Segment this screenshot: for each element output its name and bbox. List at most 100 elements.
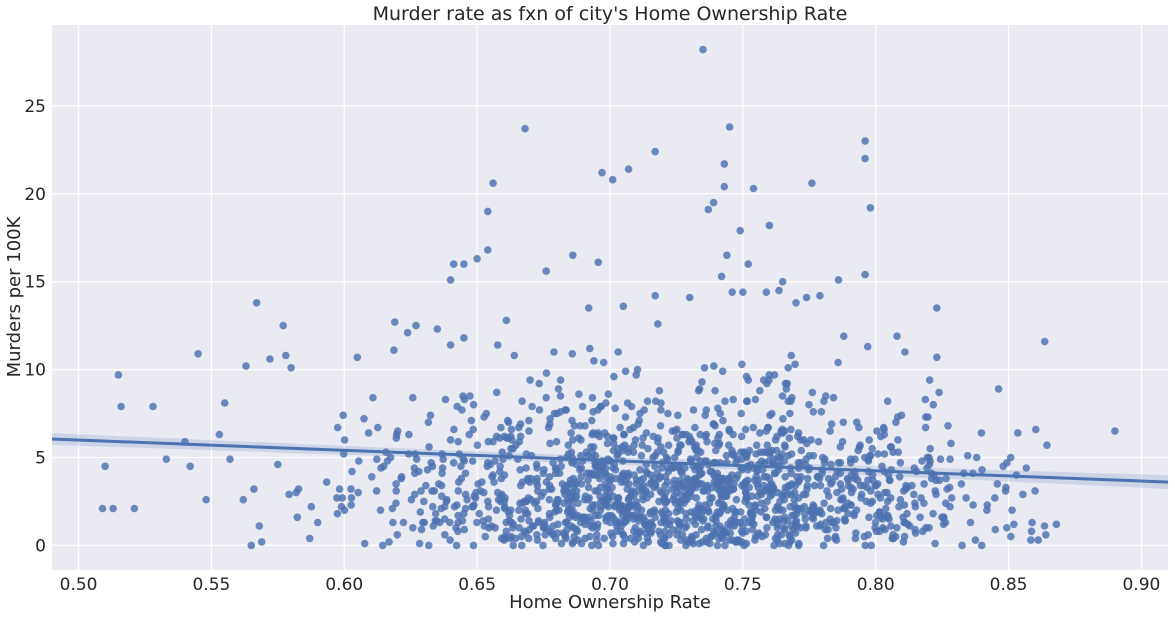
data-point xyxy=(786,481,795,490)
data-point xyxy=(720,182,729,191)
data-point xyxy=(1010,520,1018,529)
data-point xyxy=(575,390,583,399)
data-point xyxy=(780,517,788,525)
data-point xyxy=(539,541,547,550)
data-point xyxy=(756,429,764,437)
data-point xyxy=(860,532,869,541)
data-point xyxy=(787,490,796,499)
data-point xyxy=(528,402,536,411)
data-point xyxy=(720,160,729,168)
data-point xyxy=(446,341,455,349)
data-point xyxy=(202,495,210,504)
data-point xyxy=(98,504,107,513)
data-point xyxy=(717,272,726,281)
data-point xyxy=(339,411,348,420)
data-point xyxy=(929,509,937,518)
data-point xyxy=(581,520,589,529)
data-point xyxy=(697,509,706,518)
data-point xyxy=(745,501,753,509)
data-point xyxy=(924,413,932,421)
data-point xyxy=(484,246,492,254)
data-point xyxy=(886,494,895,502)
data-point xyxy=(917,494,925,502)
data-point xyxy=(778,450,786,458)
data-point xyxy=(542,393,550,402)
data-point xyxy=(282,351,290,360)
data-point xyxy=(252,299,261,307)
data-point xyxy=(392,480,400,488)
data-point xyxy=(664,409,672,418)
data-point xyxy=(732,474,741,483)
data-point xyxy=(373,455,381,464)
data-point xyxy=(877,432,885,441)
data-point xyxy=(1052,520,1061,529)
data-point xyxy=(578,402,587,411)
data-point xyxy=(594,511,603,520)
data-point xyxy=(607,511,616,520)
data-point xyxy=(665,531,673,539)
data-point xyxy=(599,358,608,367)
data-point xyxy=(695,385,704,393)
data-point xyxy=(393,427,402,435)
data-point xyxy=(469,400,478,409)
data-point xyxy=(600,534,608,543)
data-point xyxy=(507,444,515,453)
data-point xyxy=(809,515,818,523)
x-tick-label: 0.55 xyxy=(192,575,230,595)
data-point xyxy=(511,534,520,543)
data-point xyxy=(715,430,724,439)
data-point xyxy=(820,397,828,406)
data-point xyxy=(612,518,621,527)
data-point xyxy=(360,539,369,548)
data-point xyxy=(614,494,622,502)
data-point xyxy=(819,541,828,550)
data-point xyxy=(493,488,502,497)
data-point xyxy=(498,448,507,457)
data-point xyxy=(1019,490,1027,499)
data-point xyxy=(622,517,631,525)
data-point xyxy=(897,411,906,420)
data-point xyxy=(593,531,601,539)
data-point xyxy=(795,539,803,548)
x-tick-label: 0.50 xyxy=(60,575,98,595)
data-point xyxy=(651,462,659,471)
data-point xyxy=(377,464,385,472)
data-point xyxy=(958,541,966,550)
data-point xyxy=(785,434,794,442)
data-point xyxy=(676,506,685,514)
data-point xyxy=(644,538,652,546)
data-point xyxy=(723,251,731,260)
data-point xyxy=(1032,425,1040,434)
data-point xyxy=(285,490,293,499)
data-point xyxy=(588,541,596,550)
data-point xyxy=(596,402,605,411)
data-point xyxy=(586,344,594,353)
data-point xyxy=(994,385,1003,393)
data-point xyxy=(700,364,709,372)
data-point xyxy=(613,451,621,460)
data-point xyxy=(661,481,669,490)
data-point xyxy=(247,541,256,550)
data-point xyxy=(568,459,576,467)
data-point xyxy=(450,425,458,434)
data-point xyxy=(699,45,707,54)
data-point xyxy=(747,492,756,501)
data-point xyxy=(453,402,462,411)
data-point xyxy=(518,397,526,406)
data-point xyxy=(861,541,870,550)
data-point xyxy=(850,511,858,520)
data-point xyxy=(784,451,792,460)
data-point xyxy=(802,455,810,464)
data-point xyxy=(420,497,428,506)
data-point xyxy=(446,276,455,284)
data-point xyxy=(866,204,875,212)
data-point xyxy=(854,446,862,455)
data-point xyxy=(1031,487,1039,495)
data-point xyxy=(711,422,719,430)
data-point xyxy=(706,539,714,548)
data-point xyxy=(1027,527,1036,536)
data-point xyxy=(749,423,758,432)
data-point xyxy=(887,522,895,530)
regression-line xyxy=(51,433,1169,490)
